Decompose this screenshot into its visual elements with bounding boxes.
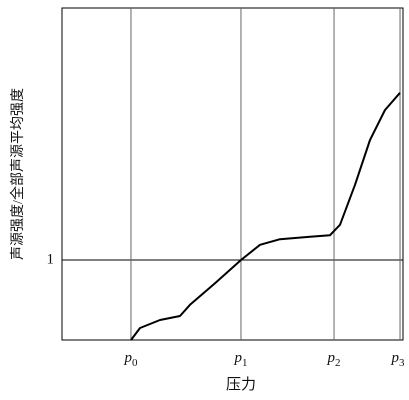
x-tick-label: p0 [123, 350, 138, 369]
y-tick-label: 1 [47, 251, 55, 267]
data-line [130, 92, 401, 341]
x-axis-label: 压力 [226, 376, 256, 393]
x-tick-label: p2 [327, 350, 341, 369]
x-tick-label: p3 [391, 350, 406, 369]
y-axis-label: 声源强度/全部声源平均强度 [9, 88, 26, 260]
plot-frame [61, 7, 404, 341]
x-tick-label: p1 [233, 350, 247, 369]
